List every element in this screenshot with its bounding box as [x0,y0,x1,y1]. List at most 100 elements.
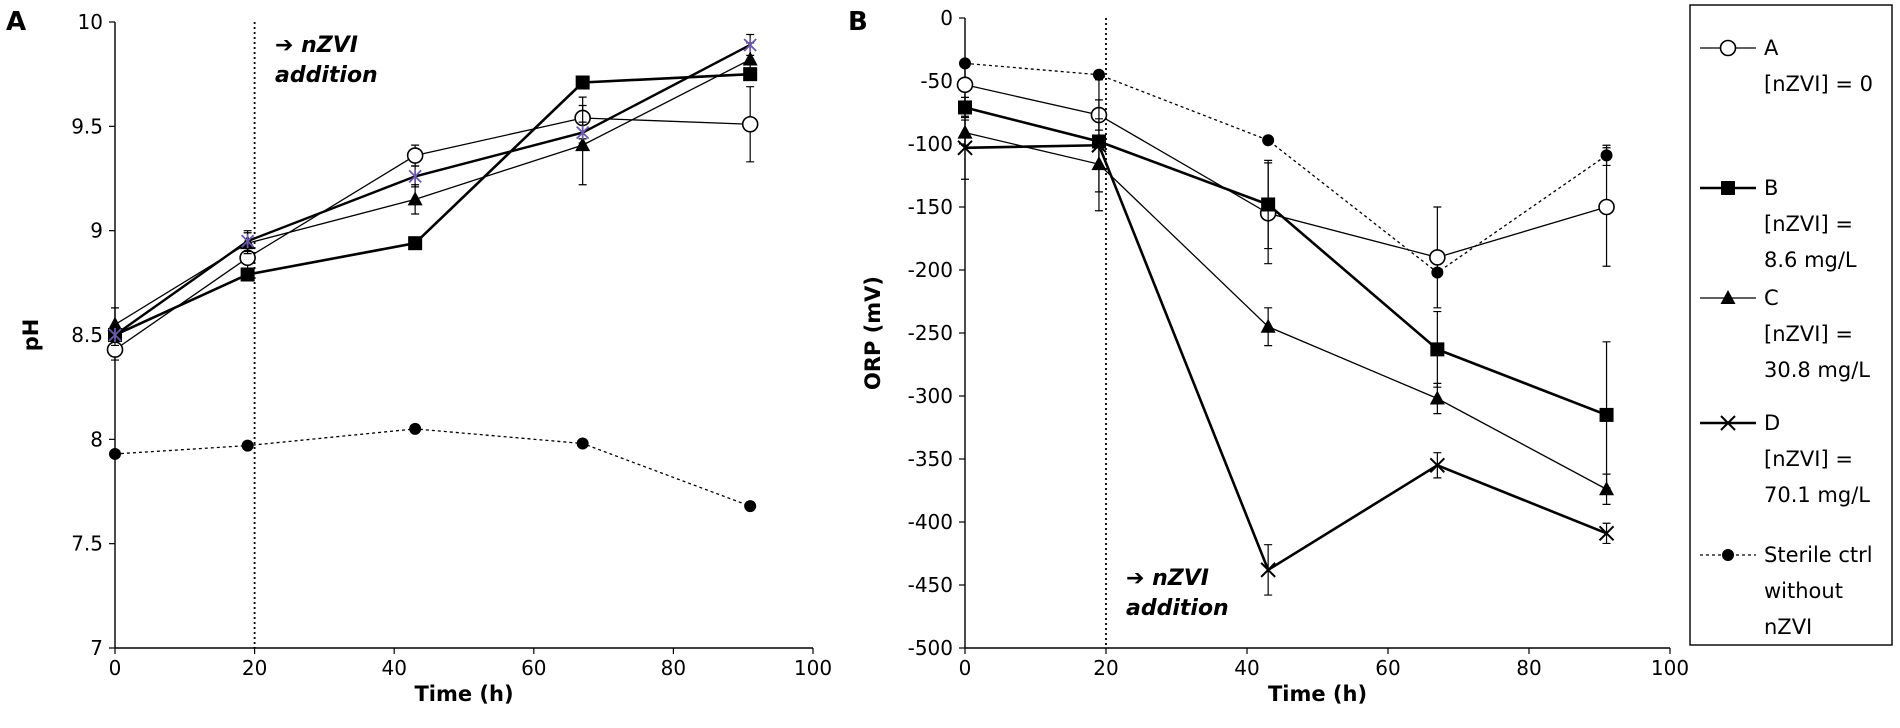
x-tick-label: 0 [109,656,122,680]
legend-label: Sterile ctrl [1764,543,1873,567]
annotation-line1: ➔ nZVI [275,33,358,58]
legend-marker-d-shape [1720,415,1736,431]
x-axis-title: Time (h) [414,682,513,706]
point-c [1429,390,1445,405]
legend-entry-d: D [nZVI] = 70.1 mg/L [1700,411,1870,507]
point-c [742,51,758,66]
point-c-shape [1260,318,1276,333]
y-tick-label: 9.5 [71,114,103,138]
legend-entry-a: A [nZVI] = 0 [1700,36,1873,96]
legend-marker-b [1721,181,1735,195]
x-tick-label: 100 [794,656,832,680]
point-a [1429,249,1446,266]
point-sterile [241,439,254,452]
series-line-c [114,58,751,326]
point-a-shape [1429,249,1446,266]
x-tick-label: 60 [521,656,546,680]
point-sterile [109,447,121,460]
series-c [957,119,1615,505]
point-b [1430,342,1445,357]
point-d-shape [408,169,422,184]
y-tick-label: -200 [908,258,953,282]
legend-marker-a-shape [1719,39,1737,57]
point-sterile-shape [1262,134,1275,147]
point-d-shape [108,328,122,342]
x-axis-title: Time (h) [1268,682,1367,706]
point-a [406,147,424,164]
series-d [108,33,757,347]
annotation-line2: addition [1126,596,1229,621]
point-sterile [409,422,422,435]
legend-label: 30.8 mg/L [1764,358,1870,382]
point-b [575,75,590,90]
y-tick-label: -150 [908,195,953,219]
legend-label: 8.6 mg/L [1764,248,1857,272]
legend-label: C [1764,286,1779,310]
legend-label: 70.1 mg/L [1764,483,1870,507]
point-b-shape [1599,407,1614,422]
legend-marker-c [1720,290,1736,304]
point-sterile-shape [576,437,589,450]
annotation-line1: ➔ nZVI [1126,566,1209,591]
point-d [1260,562,1276,578]
legend-marker-c-shape [1720,290,1736,304]
series-c [107,42,758,342]
point-d [408,169,422,184]
point-a-shape [741,115,759,133]
point-b-shape [240,267,255,282]
legend-box [1689,4,1893,646]
point-b [1261,197,1276,212]
x-tick-label: 0 [959,656,972,680]
point-d [576,125,590,140]
point-b-shape [575,75,590,90]
point-d-shape [1091,137,1107,153]
point-c [1260,318,1276,333]
point-sterile [1431,266,1444,279]
point-a [956,76,974,94]
y-tick-label: 8.5 [71,323,103,347]
y-tick-label: -500 [908,636,953,660]
series-line-c [964,132,1607,490]
annotation-line2: addition [275,63,378,88]
point-b [1599,407,1614,422]
point-d-shape [576,125,590,140]
x-tick-label: 40 [381,656,406,680]
y-tick-label: -100 [908,132,953,156]
legend: A [nZVI] = 0 B [nZVI] = 8.6 mg/L C [nZVI] = 30.… [1689,4,1893,646]
y-tick-label: 7.5 [71,532,103,556]
point-a [1598,198,1615,216]
point-sterile-shape [1431,266,1444,279]
series-d [957,79,1615,596]
legend-label: [nZVI] = [1764,322,1853,346]
legend-marker-sterile [1722,549,1734,561]
y-tick-label: -250 [908,321,953,345]
point-d [743,37,757,52]
point-d [957,140,973,156]
series-a [956,58,1615,309]
point-sterile [576,437,589,450]
legend-label: nZVI [1764,615,1812,639]
y-tick-label: 9 [90,219,103,243]
series-sterile [109,422,757,513]
point-d-shape [1260,562,1276,578]
point-sterile [744,500,757,513]
y-tick-label: 10 [78,10,103,34]
point-c [575,137,591,152]
panel-label: B [848,7,868,37]
point-a-shape [956,76,974,94]
point-c [1599,481,1615,496]
y-tick-label: -300 [908,384,953,408]
x-tick-label: 20 [1093,656,1118,680]
point-c-shape [575,137,591,152]
point-d [1091,137,1107,153]
point-sterile-shape [109,447,121,460]
point-d-shape [1429,457,1446,474]
x-tick-label: 80 [1516,656,1541,680]
panel-b-orp-chart: B 0 -50 -100 -150 -200 -250 -300 -350 -400 -450 -50… [848,6,1689,706]
point-d-shape [743,37,757,52]
point-a [741,115,759,133]
series-b [108,67,758,342]
legend-label: [nZVI] = [1764,212,1853,236]
point-d [240,234,255,249]
